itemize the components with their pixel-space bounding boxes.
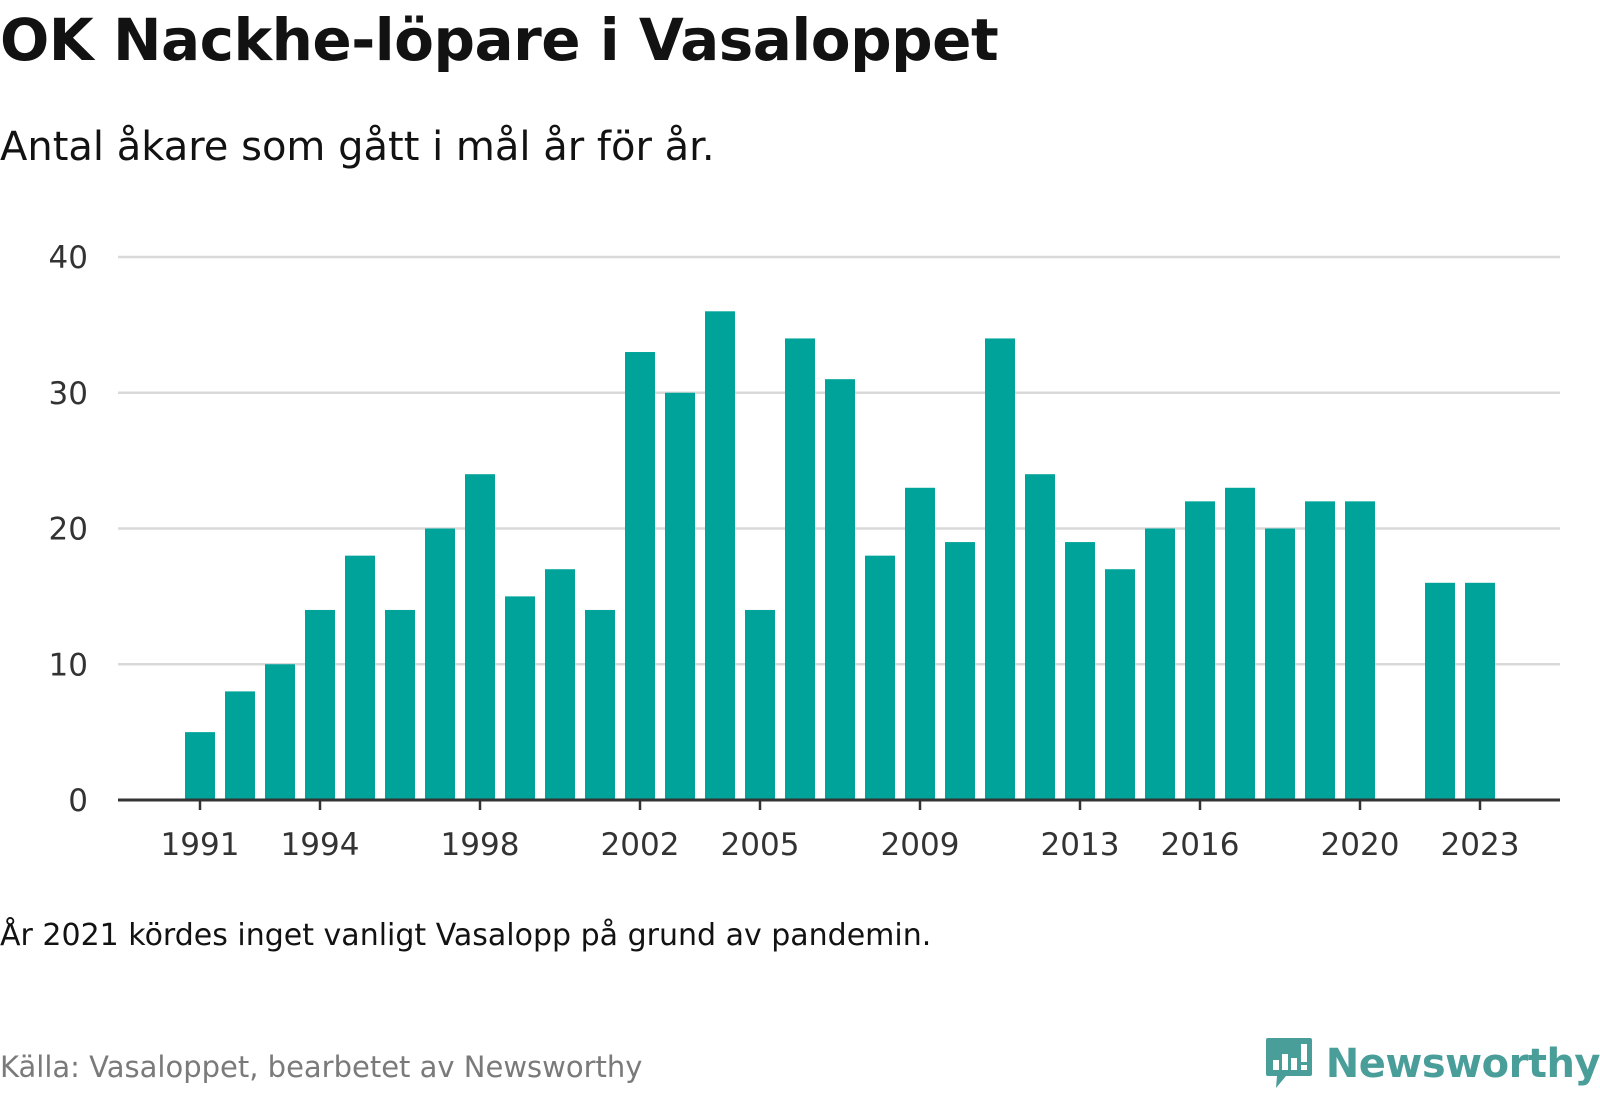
bar-2004 [705,311,735,800]
bar-2022 [1425,582,1455,800]
bar-2009 [905,487,935,800]
logo-text: Newsworthy [1325,1041,1600,1087]
bar-1991 [185,732,215,800]
x-tick-label: 2013 [1041,827,1120,863]
x-tick-label: 1991 [161,827,240,863]
bar-2001 [585,609,615,800]
bar-1993 [265,664,295,800]
x-tick-label: 1994 [281,827,360,863]
bar-2007 [825,379,855,800]
bar-2012 [1025,474,1055,800]
chart-subtitle: Antal åkare som gått i mål år för år. [0,124,715,170]
y-tick-label: 20 [49,512,88,548]
bar-2019 [1305,501,1335,800]
bar-2006 [785,338,815,800]
newsworthy-logo: Newsworthy [1264,1036,1600,1092]
bar-2000 [545,569,575,800]
x-tick-label: 2009 [881,827,960,863]
x-tick-label: 2016 [1161,827,1240,863]
bar-2018 [1265,528,1295,800]
bars [185,311,1495,800]
bar-2014 [1105,569,1135,800]
x-tick-label: 2005 [721,827,800,863]
bar-2017 [1225,487,1255,800]
y-tick-label: 40 [49,240,88,276]
bar-2013 [1065,542,1095,800]
y-axis-ticks: 0 10 20 30 40 [49,240,88,819]
bar-1997 [425,528,455,800]
chart-note: År 2021 kördes inget vanligt Vasalopp på… [0,918,932,953]
bar-1999 [505,596,535,800]
bar-2011 [985,338,1015,800]
newsworthy-logo-icon [1265,1038,1312,1088]
x-tick-label: 1998 [441,827,520,863]
x-axis: 1991 1994 1998 2002 2005 2009 2013 2016 2020 2023 [118,798,1560,863]
x-tick-label: 2020 [1321,827,1400,863]
bar-1992 [225,691,255,800]
bar-2023 [1465,582,1495,800]
bar-1995 [345,555,375,800]
bar-1996 [385,609,415,800]
bar-1998 [465,474,495,800]
bar-2002 [625,352,655,800]
bar-2010 [945,542,975,800]
bar-2003 [665,392,695,800]
bar-1994 [305,609,335,800]
bar-2020 [1345,501,1375,800]
bar-2008 [865,555,895,800]
y-tick-label: 0 [68,783,88,819]
x-tick-label: 2002 [601,827,680,863]
chart-title: OK Nackhe-löpare i Vasaloppet [0,6,999,74]
y-tick-label: 30 [49,376,88,412]
source-credit: Källa: Vasaloppet, bearbetet av Newswort… [0,1050,643,1084]
bar-2015 [1145,528,1175,800]
bar-chart: 0 10 20 30 40 1991 1994 1998 2002 2005 2009 2013 20… [49,240,1560,863]
y-tick-label: 10 [49,647,88,683]
bar-2005 [745,609,775,800]
bar-2016 [1185,501,1215,800]
x-tick-label: 2023 [1441,827,1520,863]
